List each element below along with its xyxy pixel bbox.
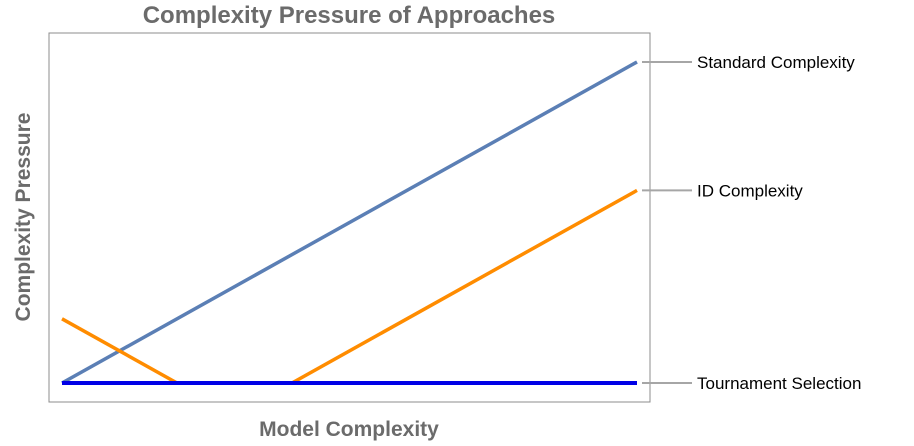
series-line-id-complexity-segment-2 [291,188,638,385]
label-layer: Standard Complexity ID Complexity Tourname… [697,53,861,393]
series-label-standard-complexity: Standard Complexity [697,53,855,72]
chart-title: Complexity Pressure of Approaches [143,2,556,29]
leader-layer [642,61,692,384]
x-axis-label: Model Complexity [259,418,439,441]
series-label-tournament-selection: Tournament Selection [697,374,861,393]
y-axis-label: Complexity Pressure [12,113,35,322]
series-label-id-complexity: ID Complexity [697,181,803,200]
series-line-standard-complexity [61,60,638,385]
plot-area-frame [48,32,651,403]
series-layer [61,60,638,385]
series-line-id-complexity-segment-1 [61,317,178,385]
